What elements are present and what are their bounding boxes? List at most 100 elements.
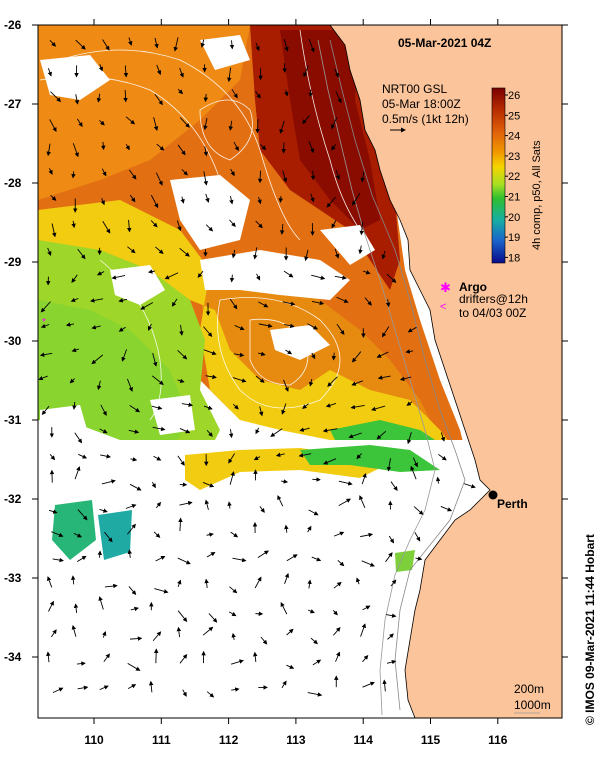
current-arrow <box>381 250 386 260</box>
current-arrow <box>118 298 128 303</box>
current-arrow <box>150 194 159 209</box>
current-arrow <box>229 586 238 594</box>
current-arrow <box>111 275 126 280</box>
current-arrow <box>230 168 235 177</box>
current-arrow <box>361 473 367 485</box>
current-arrow <box>151 405 163 410</box>
current-arrow <box>228 611 237 617</box>
current-arrow <box>152 631 162 642</box>
current-arrow <box>307 525 312 533</box>
latitude-axis: -26 -27 -28 -29 -30 -31 -32 -33 -34 <box>4 18 568 664</box>
current-arrow <box>176 626 182 638</box>
current-arrow <box>206 551 216 558</box>
current-arrow <box>96 93 102 103</box>
current-arrow <box>231 687 240 692</box>
current-arrow <box>377 375 391 380</box>
sst-teal-sw-1 <box>52 500 96 560</box>
current-arrow <box>77 685 89 691</box>
current-arrow <box>50 91 62 103</box>
current-arrow <box>154 93 163 106</box>
current-arrow <box>71 220 76 229</box>
current-arrow <box>233 352 245 358</box>
current-arrow <box>376 430 387 440</box>
current-arrow <box>47 68 52 77</box>
current-arrow <box>177 349 188 360</box>
current-arrow <box>260 144 267 151</box>
current-arrow <box>127 549 132 558</box>
current-arrow <box>333 531 345 537</box>
sst-green-south-2 <box>300 445 440 472</box>
current-arrow <box>257 170 263 184</box>
current-arrow <box>130 457 138 462</box>
current-arrow <box>126 219 132 233</box>
current-arrow <box>258 351 266 357</box>
current-arrow <box>102 220 111 234</box>
current-arrow <box>46 143 51 157</box>
current-arrow <box>98 596 104 610</box>
lat-tick-label: -29 <box>4 255 22 269</box>
current-arrow <box>130 606 139 612</box>
current-arrow <box>361 560 375 567</box>
current-arrow <box>363 270 371 275</box>
current-arrow <box>413 506 424 515</box>
current-arrow <box>232 377 247 383</box>
current-arrow <box>390 481 398 491</box>
current-arrow <box>206 429 213 437</box>
current-arrow <box>173 37 179 52</box>
current-arrow <box>205 193 210 203</box>
argo-legend-label: Argo <box>459 280 487 294</box>
isobath-label-1000m: 1000m <box>514 698 551 712</box>
current-arrow <box>177 378 185 383</box>
current-arrow <box>334 248 340 259</box>
current-arrow <box>104 531 113 543</box>
map-title: 05-Mar-2021 04Z <box>398 36 491 50</box>
current-arrow <box>153 117 159 131</box>
current-arrow <box>231 659 244 665</box>
colorbar-label: 4h comp, p50, All Sats <box>531 140 543 250</box>
current-arrow <box>73 532 82 538</box>
lon-tick-label: 115 <box>421 733 441 747</box>
current-arrow <box>360 532 374 538</box>
current-arrow <box>283 270 294 278</box>
current-arrow <box>338 480 353 486</box>
current-arrow <box>38 375 48 381</box>
current-arrow <box>333 581 342 589</box>
isobath-label-200m: 200m <box>514 682 544 696</box>
perth-marker <box>488 490 498 500</box>
current-arrow <box>359 221 364 236</box>
current-arrow <box>99 428 108 434</box>
current-arrow <box>302 115 310 124</box>
current-arrow <box>127 663 141 671</box>
current-arrow <box>50 194 57 201</box>
current-arrow <box>227 501 232 509</box>
current-arrow <box>178 517 183 532</box>
lon-tick-label: 110 <box>84 733 104 747</box>
current-arrow <box>228 120 234 131</box>
current-arrow <box>99 685 109 691</box>
current-arrow <box>102 630 107 638</box>
colorbar-tick-label: 23 <box>508 151 520 163</box>
current-arrow <box>40 323 50 329</box>
lon-tick-label: 111 <box>152 733 171 747</box>
current-arrow <box>200 39 205 48</box>
current-arrow <box>304 249 309 262</box>
current-arrow <box>311 352 316 360</box>
lat-tick-label: -31 <box>4 413 22 427</box>
current-arrow <box>255 220 263 229</box>
current-arrow <box>258 406 264 417</box>
current-arrow <box>284 572 290 584</box>
current-arrow <box>47 576 53 588</box>
current-arrow <box>90 298 104 303</box>
drifter-legend-label-2: to 04/03 00Z <box>459 306 526 320</box>
current-arrow <box>177 88 184 95</box>
current-arrow <box>205 224 214 232</box>
current-arrow <box>356 453 362 460</box>
current-arrow <box>229 274 235 283</box>
current-arrow <box>282 63 287 73</box>
current-arrow <box>351 380 363 386</box>
current-arrow <box>307 323 318 330</box>
current-arrow <box>156 143 165 151</box>
current-arrow <box>229 298 238 310</box>
product-line-3: 0.5m/s (1kt 12h) <box>382 112 469 126</box>
current-arrow <box>177 610 188 623</box>
